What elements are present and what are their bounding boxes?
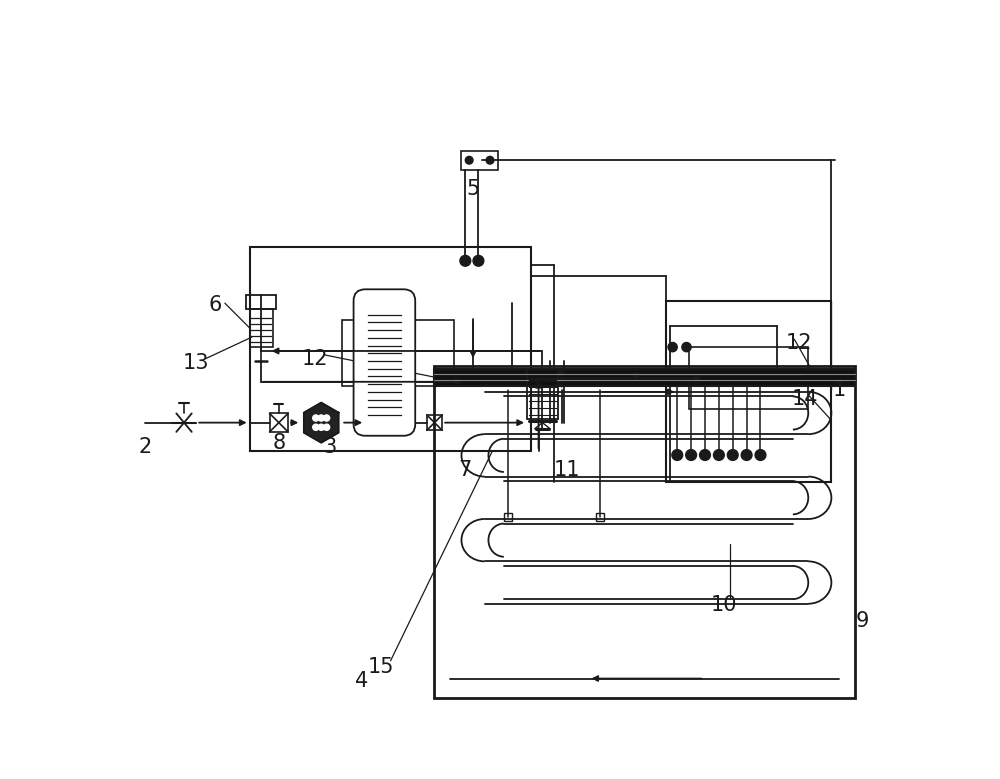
Bar (250, 247, 531, 451)
Text: 10: 10 (710, 595, 737, 615)
Text: 6: 6 (208, 294, 222, 315)
Bar (504, 513, 512, 520)
Text: 1: 1 (832, 379, 846, 400)
Bar (666, 301, 831, 482)
Polygon shape (304, 403, 339, 442)
Text: 控制面板: 控制面板 (732, 371, 765, 385)
Circle shape (324, 415, 330, 421)
Circle shape (686, 449, 697, 460)
Circle shape (318, 425, 324, 430)
Bar (250, 308, 273, 347)
Bar (434, 368, 855, 386)
Text: 控制面板: 控制面板 (381, 346, 415, 360)
Text: 9: 9 (856, 611, 869, 631)
Circle shape (672, 449, 683, 460)
Bar (246, 294, 276, 308)
Text: 11: 11 (554, 460, 580, 481)
Text: 5: 5 (466, 179, 480, 199)
Circle shape (473, 256, 484, 266)
Text: 13: 13 (182, 353, 209, 372)
Circle shape (741, 449, 752, 460)
Text: 14: 14 (792, 389, 818, 409)
Circle shape (324, 425, 330, 430)
Text: 2: 2 (139, 437, 152, 457)
Bar (434, 366, 855, 698)
Circle shape (727, 449, 738, 460)
Circle shape (755, 449, 766, 460)
Bar (427, 415, 442, 430)
Bar (689, 347, 808, 409)
Circle shape (486, 157, 494, 164)
Text: 8: 8 (272, 433, 285, 453)
Circle shape (313, 415, 319, 421)
Bar (270, 414, 288, 432)
Circle shape (700, 449, 710, 460)
Text: 4: 4 (355, 671, 368, 691)
Bar (461, 150, 498, 170)
FancyBboxPatch shape (354, 289, 415, 435)
Circle shape (465, 157, 473, 164)
Bar (342, 320, 454, 386)
Circle shape (313, 425, 319, 430)
Bar (596, 513, 604, 520)
Circle shape (682, 343, 691, 352)
Circle shape (713, 449, 724, 460)
Text: 15: 15 (367, 657, 394, 677)
Bar (527, 368, 558, 419)
Circle shape (668, 343, 677, 352)
Text: 12: 12 (302, 349, 328, 368)
Text: 7: 7 (459, 460, 472, 481)
Text: 12: 12 (786, 333, 812, 353)
Text: 3: 3 (324, 437, 337, 457)
Circle shape (460, 256, 471, 266)
Circle shape (318, 415, 324, 421)
